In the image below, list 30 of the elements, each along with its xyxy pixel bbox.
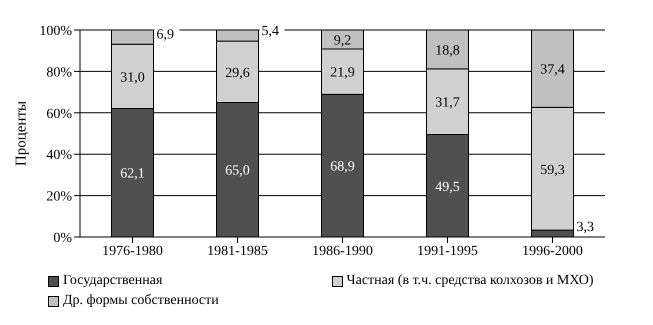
data-label: 9,2 [334, 34, 352, 49]
y-tick-label: 20% [46, 190, 72, 205]
x-tick-label: 1986-1990 [312, 244, 373, 259]
legend-label: Др. формы собственности [63, 293, 219, 309]
data-label: 5,4 [262, 24, 279, 40]
data-label: 29,6 [225, 66, 250, 81]
legend-label: Частная (в т.ч. средства колхозов и МХО) [346, 273, 594, 289]
data-label: 59,3 [540, 162, 565, 178]
data-label: 31,7 [435, 96, 460, 111]
data-label: 31,0 [120, 70, 145, 86]
data-label: 18,8 [435, 43, 460, 58]
x-tick-label: 1991-1995 [417, 244, 478, 259]
data-label: 62,1 [120, 166, 145, 182]
y-tick-label: 40% [46, 148, 72, 164]
data-label: 37,4 [540, 62, 565, 78]
data-label: 49,5 [435, 180, 460, 195]
data-label: 65,0 [225, 164, 250, 179]
data-label: 6,9 [156, 27, 174, 42]
y-tick-label: 0% [53, 230, 72, 246]
legend-label: Государственная [63, 273, 162, 289]
y-axis-title: Проценты [13, 100, 30, 166]
data-label: 21,9 [330, 66, 355, 81]
data-label: 68,9 [330, 160, 355, 175]
x-tick-label: 1996-2000 [522, 244, 583, 259]
y-tick-label: 100% [39, 24, 72, 39]
y-tick-label: 60% [46, 106, 72, 122]
data-label: 3,3 [576, 220, 594, 235]
x-tick-label: 1976-1980 [102, 244, 163, 259]
x-tick-label: 1981-1985 [207, 244, 268, 259]
y-tick-label: 80% [46, 65, 72, 80]
